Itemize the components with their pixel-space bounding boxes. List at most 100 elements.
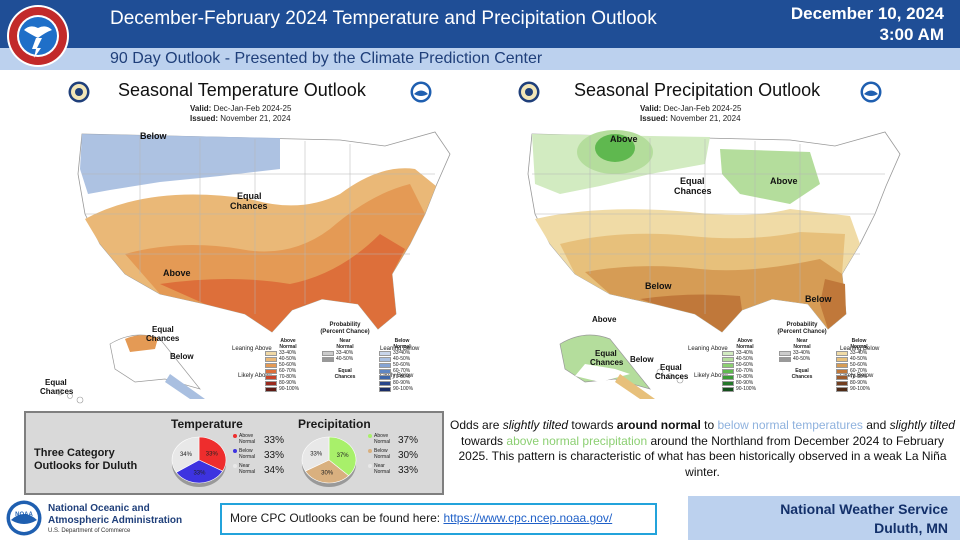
pie-slice: [198, 436, 227, 472]
legend-swatch: 50-60%: [836, 362, 882, 368]
pie-slice-label: 34%: [180, 452, 193, 458]
legend-swatch: 50-60%: [265, 362, 311, 368]
legend-swatch-color: [379, 350, 391, 356]
legend-swatch-label: 33-40%: [793, 350, 811, 356]
below-south-label: Below: [645, 281, 673, 291]
cpc-link[interactable]: https://www.cpc.ncep.noaa.gov/: [443, 511, 613, 525]
legend-swatch: 33-40%: [779, 350, 825, 356]
legend-swatch-label: 60-70%: [279, 368, 297, 374]
legend-swatch-label: 40-50%: [279, 356, 297, 362]
temperature-heading: Temperature: [171, 417, 243, 431]
equal-chances-ak-label: Equal Chances: [146, 325, 180, 343]
pie-percent: 30%: [398, 450, 419, 461]
legend-swatch-color: [722, 350, 734, 356]
legend-swatch-color: [722, 386, 734, 392]
precipitation-legend: Probability (Percent Chance) Above Norma…: [722, 322, 882, 392]
legend-swatch: 60-70%: [836, 368, 882, 374]
summary-text-5: towards: [461, 433, 507, 448]
legend-swatch: 80-90%: [379, 380, 425, 386]
legend-swatch: 60-70%: [722, 368, 768, 374]
pie-legend-label: Below Normal: [374, 448, 391, 460]
precipitation-map-title: Seasonal Precipitation Outlook: [574, 80, 821, 100]
legend-swatch-color: [379, 374, 391, 380]
above-great-lakes-label: Above: [770, 176, 798, 186]
leaning-below-label: Leaning Below: [380, 346, 420, 352]
pie-legend-dot: [233, 464, 237, 468]
pie-slice: [171, 436, 200, 473]
legend-swatch: 90-100%: [722, 386, 768, 392]
pie-legend-label: Near Normal: [374, 463, 391, 475]
legend-swatch-color: [836, 386, 848, 392]
temperature-map-title: Seasonal Temperature Outlook: [118, 80, 366, 100]
legend-swatch: 60-70%: [265, 368, 311, 374]
legend-swatch-color: [265, 380, 277, 386]
precipitation-pie-legend: Above Normal Below Normal Near Normal: [368, 433, 390, 478]
summary-text-1: Odds are: [450, 418, 503, 432]
nws-office: Duluth, MN: [874, 520, 948, 536]
legend-swatch-label: 33-40%: [336, 350, 354, 356]
pie-percent: 33%: [264, 450, 285, 461]
legend-swatch: 33-40%: [379, 350, 425, 356]
summary-emph-2: slightly tilted: [889, 418, 955, 432]
legend-swatch-color: [779, 350, 791, 356]
above-north-label: Above: [610, 134, 638, 144]
precipitation-heading: Precipitation: [298, 417, 371, 431]
legend-near-swatches: 33-40% 40-50%: [779, 350, 825, 362]
legend-swatch-label: 80-90%: [393, 380, 411, 386]
pie-percent: 37%: [398, 435, 419, 446]
noaa-name: National Oceanic and Atmospheric Adminis…: [48, 503, 183, 526]
equal-chances-label: Equal Chances: [674, 176, 712, 196]
legend-swatch-color: [722, 380, 734, 386]
precipitation-map: Above Equal Chances Above Below Below Abo…: [527, 130, 901, 399]
pie-legend-item: Below Normal: [233, 448, 255, 463]
legend-swatch-label: 50-60%: [736, 362, 754, 368]
legend-swatch: 40-50%: [265, 356, 311, 362]
legend-above-swatches: 33-40% 40-50% 50-60% 60-70% 70-80% 80-90% 90-1…: [265, 350, 311, 392]
summary-text-3: to: [700, 418, 718, 432]
legend-swatch: 33-40%: [836, 350, 882, 356]
summary-around-normal: around normal: [616, 418, 701, 432]
temperature-pie: 33% 33% 34%: [171, 436, 227, 487]
pie-legend-item: Above Normal: [368, 433, 390, 448]
likely-below-label: Likely Below: [840, 373, 874, 379]
legend-swatch-color: [722, 374, 734, 380]
doc-seal-icon: [518, 81, 540, 103]
legend-swatch: 33-40%: [722, 350, 768, 356]
above-ak-label: Above: [592, 315, 617, 324]
legend-swatch: 90-100%: [379, 386, 425, 392]
legend-equal-chances: Equal Chances: [791, 368, 813, 380]
valid-value: Dec-Jan-Feb 2024-25: [213, 104, 292, 113]
legend-swatch-label: 90-100%: [393, 386, 414, 392]
legend-below-col: Below Normal 33-40% 40-50% 50-60% 60-70% 70-…: [379, 338, 425, 392]
temperature-outlook-panel: Seasonal Temperature Outlook Valid: Dec-…: [40, 76, 510, 406]
date-time: December 10, 2024 3:00 AM: [791, 3, 944, 45]
legend-near-swatches: 33-40% 40-50%: [322, 350, 368, 362]
nws-name: National Weather Service: [780, 501, 948, 517]
date-line: December 10, 2024: [790, 4, 944, 23]
legend-swatch-label: 33-40%: [850, 350, 868, 356]
legend-above-col: Above Normal 33-40% 40-50% 50-60% 60-70% 70-…: [722, 338, 768, 392]
legend-swatch-color: [836, 356, 848, 362]
summary-above-normal-precip: above normal precipitation: [506, 433, 648, 448]
duluth-outlook-box: Three Category Outlooks for Duluth Tempe…: [24, 411, 444, 495]
likely-below-label: Likely Below: [380, 373, 414, 379]
pie-legend-label: Below Normal: [239, 448, 256, 460]
below-north-label: Below: [140, 131, 168, 141]
summary-text-2: towards: [568, 418, 617, 432]
legend-swatch-color: [265, 368, 277, 374]
temperature-valid-issued: Valid: Dec-Jan-Feb 2024-25 Issued: Novem…: [190, 104, 291, 124]
legend-swatch-label: 40-50%: [736, 356, 754, 362]
legend-near-col: Near Normal 33-40% 40-50% Equal Chances: [779, 338, 825, 392]
pie-legend-dot: [368, 434, 372, 438]
legend-swatch: 70-80%: [722, 374, 768, 380]
legend-swatch: 80-90%: [722, 380, 768, 386]
legend-swatch: 33-40%: [265, 350, 311, 356]
legend-col-above: Above Normal: [279, 338, 297, 350]
legend-swatch-label: 70-80%: [736, 374, 754, 380]
legend-swatch: 40-50%: [836, 356, 882, 362]
nws-office-banner: National Weather Service Duluth, MN: [688, 496, 960, 540]
outlook-summary: Odds are slightly tilted towards around …: [450, 418, 955, 480]
noaa-dept: U.S. Department of Commerce: [48, 528, 131, 534]
legend-col-near: Near Normal: [336, 338, 354, 350]
summary-text-4: and: [862, 418, 890, 432]
